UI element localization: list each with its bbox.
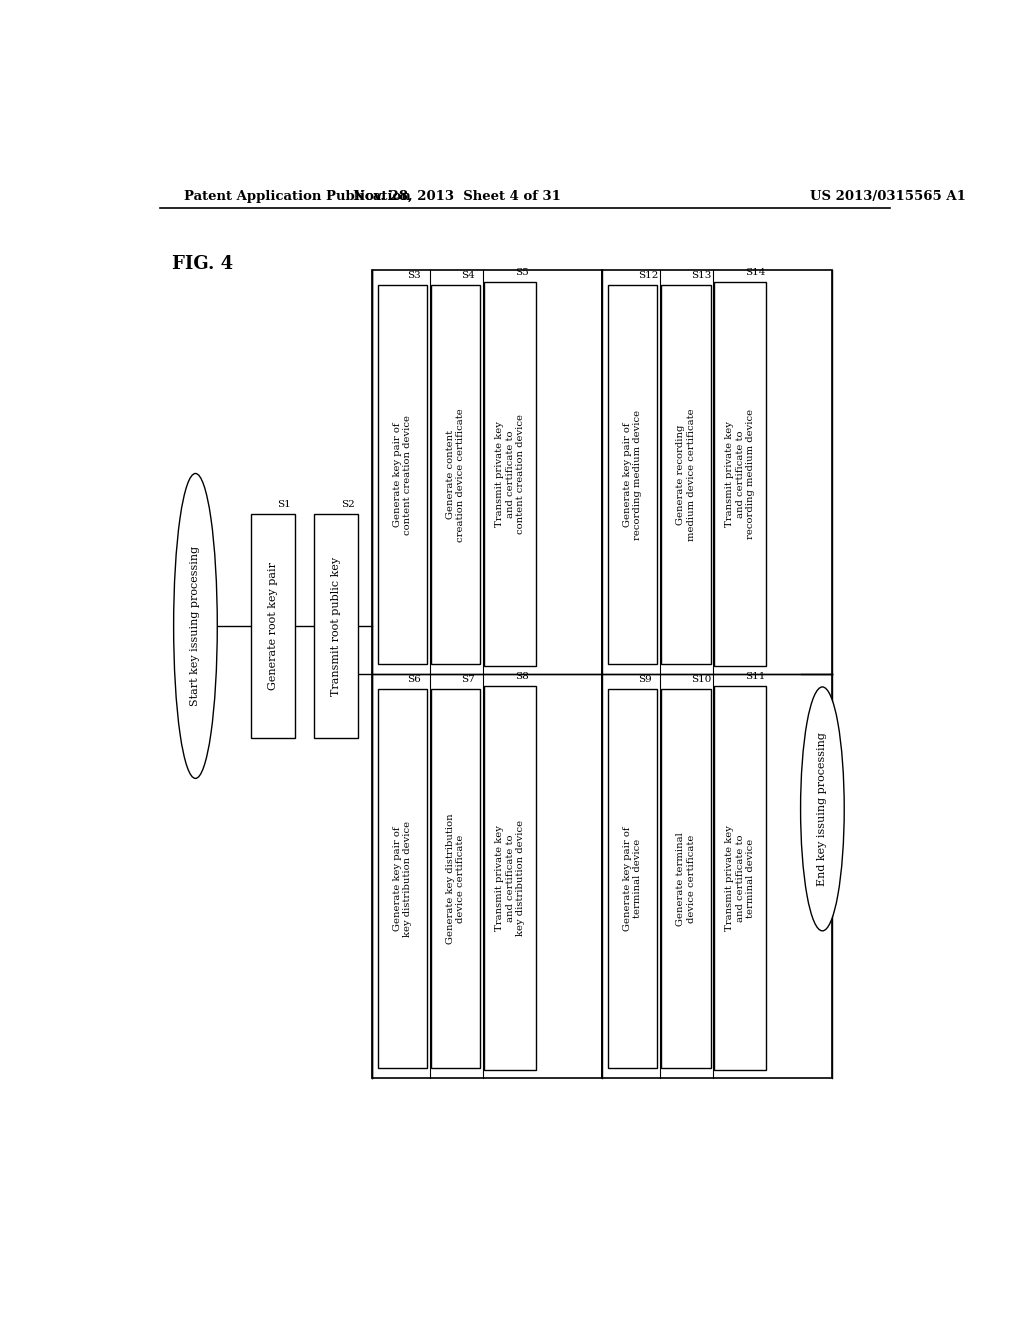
Bar (378, 285, 427, 664)
Text: S9: S9 (638, 676, 651, 684)
Bar (608, 689, 657, 1068)
Text: Generate key pair of
terminal device: Generate key pair of terminal device (623, 826, 642, 931)
Text: S10: S10 (691, 676, 712, 684)
Text: Generate key pair of
content creation device: Generate key pair of content creation de… (393, 414, 413, 535)
Text: S6: S6 (408, 676, 421, 684)
Ellipse shape (174, 474, 217, 779)
Bar (372, 271, 602, 1078)
Text: Transmit private key
and certificate to
recording medium device: Transmit private key and certificate to … (725, 409, 755, 540)
Text: Generate key distribution
device certificate: Generate key distribution device certifi… (446, 813, 466, 944)
Bar (251, 515, 295, 738)
Bar (431, 689, 480, 1068)
Bar (484, 686, 536, 1071)
Bar (715, 282, 766, 667)
Text: Transmit private key
and certificate to
content creation device: Transmit private key and certificate to … (496, 414, 525, 535)
Text: Transmit private key
and certificate to
key distribution device: Transmit private key and certificate to … (496, 820, 525, 936)
Text: Generate content
creation device certificate: Generate content creation device certifi… (446, 408, 466, 541)
Text: Start key issuing processing: Start key issuing processing (190, 546, 201, 706)
Text: Generate terminal
device certificate: Generate terminal device certificate (676, 832, 695, 925)
Text: Transmit private key
and certificate to
terminal device: Transmit private key and certificate to … (725, 825, 755, 931)
Bar (378, 689, 427, 1068)
Bar (431, 285, 480, 664)
Text: S1: S1 (278, 500, 291, 510)
Text: Nov. 28, 2013  Sheet 4 of 31: Nov. 28, 2013 Sheet 4 of 31 (353, 190, 561, 202)
Text: Generate root key pair: Generate root key pair (268, 562, 278, 690)
Ellipse shape (801, 686, 844, 931)
Text: S4: S4 (461, 272, 474, 280)
Text: End key issuing processing: End key issuing processing (817, 733, 827, 886)
Text: Generate key pair of
recording medium device: Generate key pair of recording medium de… (623, 409, 642, 540)
Text: FIG. 4: FIG. 4 (172, 255, 232, 273)
Text: S7: S7 (461, 676, 474, 684)
Text: Transmit root public key: Transmit root public key (332, 557, 341, 696)
Bar (314, 515, 358, 738)
Text: S11: S11 (745, 672, 766, 681)
Text: S8: S8 (515, 672, 529, 681)
Bar (484, 282, 536, 667)
Bar (608, 285, 657, 664)
Bar (715, 686, 766, 1071)
Text: Generate recording
medium device certificate: Generate recording medium device certifi… (676, 408, 695, 541)
Text: US 2013/0315565 A1: US 2013/0315565 A1 (811, 190, 967, 202)
Text: S3: S3 (408, 272, 421, 280)
Text: Generate key pair of
key distribution device: Generate key pair of key distribution de… (393, 821, 413, 937)
Bar (662, 285, 711, 664)
Text: S14: S14 (745, 268, 766, 277)
Text: S12: S12 (638, 272, 658, 280)
Bar (602, 271, 831, 1078)
Text: S13: S13 (691, 272, 712, 280)
Text: S5: S5 (515, 268, 529, 277)
Text: Patent Application Publication: Patent Application Publication (183, 190, 411, 202)
Bar (662, 689, 711, 1068)
Text: S2: S2 (341, 500, 354, 510)
